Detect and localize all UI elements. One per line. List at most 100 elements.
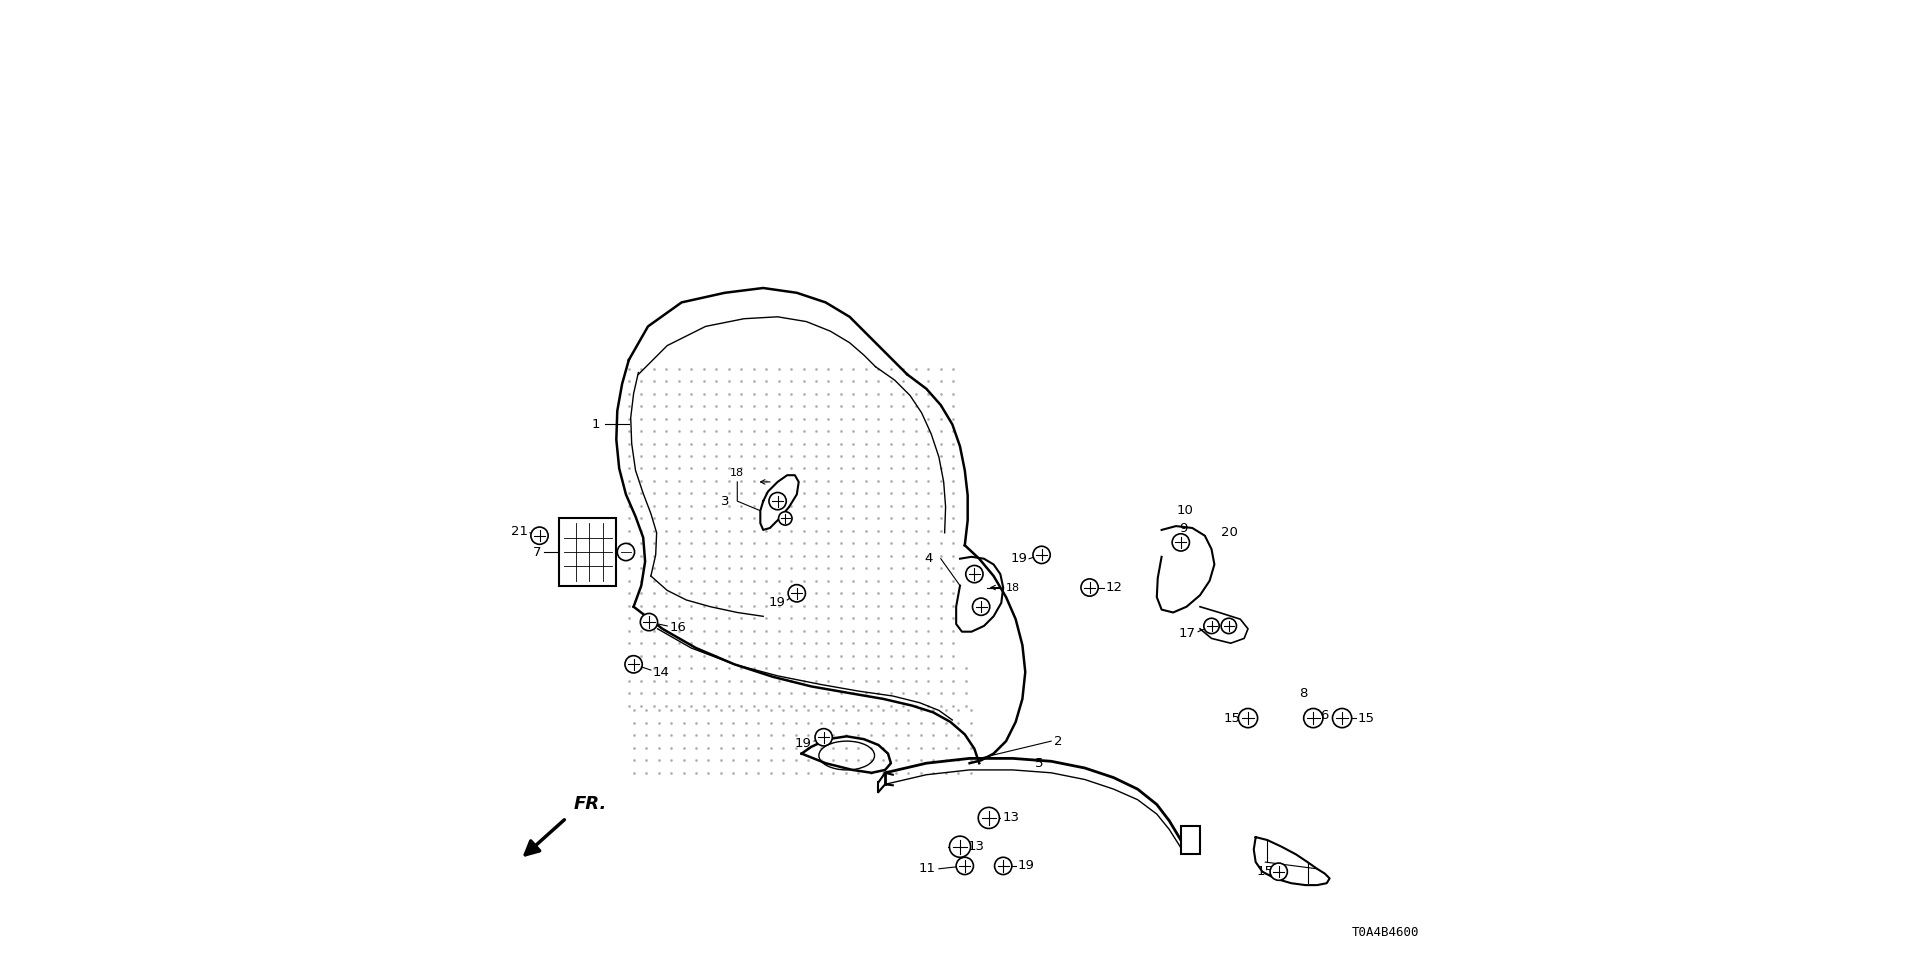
Point	[889, 623, 920, 638]
Point	[764, 473, 795, 489]
Point	[764, 386, 795, 401]
Point	[851, 448, 881, 464]
Point	[718, 715, 749, 731]
Point	[864, 448, 895, 464]
Point	[637, 486, 668, 501]
Point	[801, 461, 831, 476]
Point	[626, 673, 657, 688]
Point	[876, 473, 906, 489]
Point	[856, 703, 887, 718]
Point	[801, 373, 831, 389]
Point	[764, 423, 795, 439]
Point	[876, 498, 906, 514]
Point	[925, 461, 956, 476]
Point	[914, 386, 945, 401]
Point	[814, 685, 845, 701]
Point	[768, 728, 799, 743]
Point	[851, 523, 881, 539]
Point	[789, 573, 820, 588]
Point	[889, 436, 920, 451]
Point	[864, 398, 895, 414]
Point	[776, 523, 806, 539]
Point	[751, 511, 781, 526]
Point	[689, 611, 720, 626]
Text: 4: 4	[925, 552, 933, 565]
Point	[826, 573, 856, 588]
Point	[680, 715, 710, 731]
Point	[839, 561, 870, 576]
FancyBboxPatch shape	[1181, 826, 1200, 854]
Point	[676, 386, 707, 401]
Point	[651, 436, 682, 451]
Point	[818, 753, 849, 768]
Circle shape	[972, 598, 991, 615]
Point	[839, 373, 870, 389]
Point	[914, 523, 945, 539]
Point	[626, 373, 657, 389]
Point	[714, 448, 745, 464]
Point	[793, 715, 824, 731]
Point	[612, 698, 643, 713]
Point	[826, 685, 856, 701]
Point	[764, 636, 795, 651]
Point	[751, 536, 781, 551]
Point	[889, 698, 920, 713]
Point	[751, 523, 781, 539]
Point	[739, 698, 770, 713]
Point	[864, 473, 895, 489]
Point	[689, 673, 720, 688]
Point	[889, 461, 920, 476]
Point	[756, 703, 787, 718]
Point	[689, 536, 720, 551]
Point	[626, 423, 657, 439]
Point	[893, 740, 924, 756]
Point	[789, 698, 820, 713]
Point	[818, 765, 849, 780]
Point	[889, 523, 920, 539]
Point	[801, 398, 831, 414]
Point	[939, 561, 970, 576]
Point	[756, 753, 787, 768]
Point	[900, 648, 931, 663]
Point	[689, 373, 720, 389]
Point	[739, 411, 770, 426]
Point	[925, 486, 956, 501]
Point	[768, 715, 799, 731]
Point	[900, 685, 931, 701]
Point	[637, 473, 668, 489]
Point	[939, 636, 970, 651]
Point	[689, 660, 720, 676]
Point	[893, 703, 924, 718]
Point	[714, 673, 745, 688]
Point	[718, 765, 749, 780]
Point	[925, 636, 956, 651]
Point	[864, 648, 895, 663]
Point	[931, 753, 962, 768]
Point	[714, 523, 745, 539]
Point	[864, 523, 895, 539]
Point	[814, 586, 845, 601]
Point	[826, 586, 856, 601]
Point	[876, 648, 906, 663]
Text: 15: 15	[1258, 865, 1273, 878]
Point	[826, 423, 856, 439]
Point	[743, 703, 774, 718]
Point	[726, 461, 756, 476]
Point	[689, 473, 720, 489]
Point	[718, 703, 749, 718]
Point	[814, 648, 845, 663]
Point	[826, 398, 856, 414]
Point	[626, 386, 657, 401]
Point	[701, 698, 732, 713]
Point	[739, 586, 770, 601]
Text: 13: 13	[1002, 811, 1020, 825]
Point	[739, 561, 770, 576]
Point	[743, 715, 774, 731]
Point	[925, 611, 956, 626]
Point	[726, 423, 756, 439]
Point	[714, 398, 745, 414]
Point	[714, 473, 745, 489]
Point	[814, 536, 845, 551]
Point	[676, 461, 707, 476]
Point	[889, 486, 920, 501]
